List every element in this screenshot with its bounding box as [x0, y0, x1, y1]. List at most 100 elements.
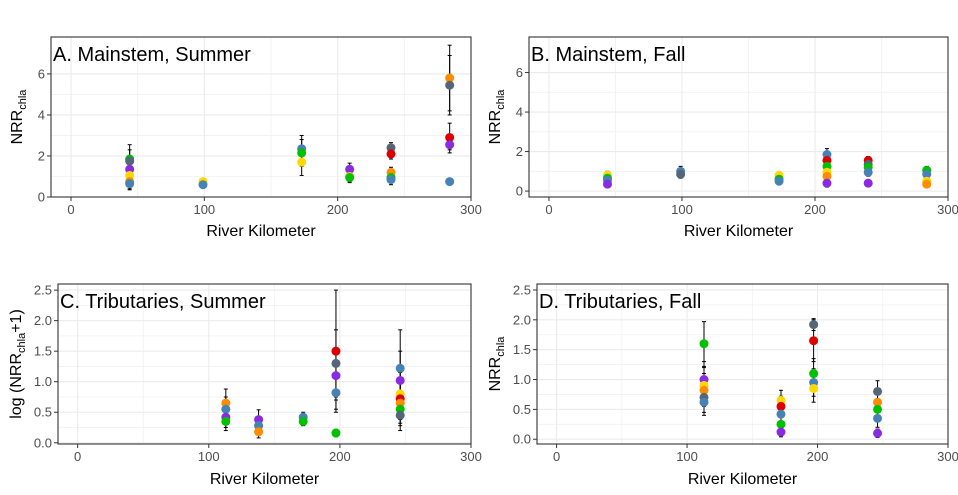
x-axis-title: River Kilometer: [684, 223, 794, 240]
data-point: [125, 170, 135, 180]
panel-border: [50, 36, 472, 198]
panel-border: [536, 283, 949, 445]
x-tick-label: 300: [460, 449, 482, 464]
panel-tributaries-summer: 0 100 200 300 0.0 0.5 1.0 1.5 2.0 2.5 River Kilome…: [8, 283, 482, 488]
y-tick-label: 0.0: [34, 435, 52, 450]
x-tick-label: 200: [807, 449, 829, 464]
y-tick-label: 0: [516, 184, 523, 199]
x-tick-label: 200: [327, 202, 349, 217]
data-point: [873, 386, 883, 396]
data-point: [297, 157, 307, 167]
data-point: [822, 178, 832, 188]
data-point: [676, 169, 686, 179]
y-axis-title-subscript: chla: [16, 332, 28, 353]
panel-border: [57, 283, 472, 445]
y-tick-label: 2: [516, 144, 523, 159]
y-axis-title: NRRchla: [487, 89, 507, 145]
data-point: [699, 397, 709, 407]
y-tick-label: 6: [38, 66, 45, 81]
data-point: [873, 404, 883, 414]
data-point: [776, 427, 786, 437]
data-point: [386, 143, 396, 153]
data-point: [776, 419, 786, 429]
data-point: [331, 371, 341, 381]
data-point: [331, 428, 341, 438]
data-point: [331, 358, 341, 368]
data-point: [345, 164, 355, 174]
x-tick-label: 100: [671, 202, 693, 217]
panel-mainstem-fall: 0 100 200 300 0 2 4 6 River Kilometer NRRchla B. M…: [487, 36, 958, 240]
y-tick-label: 1.5: [513, 342, 531, 357]
data-point: [445, 133, 455, 143]
data-point: [809, 383, 819, 393]
data-point: [254, 427, 264, 437]
x-tick-label: 0: [67, 202, 74, 217]
y-tick-label: 4: [38, 107, 45, 122]
data-point: [922, 169, 932, 179]
data-point: [331, 388, 341, 398]
data-point: [774, 176, 784, 186]
data-point: [395, 410, 405, 420]
data-point: [331, 346, 341, 356]
data-point: [873, 413, 883, 423]
y-tick-label: 1.0: [513, 372, 531, 387]
x-tick-label: 200: [329, 449, 351, 464]
y-axis-title: NRRchla: [487, 336, 507, 392]
data-point: [809, 336, 819, 346]
y-axis-title-main: NRR: [487, 110, 504, 145]
y-tick-label: 6: [516, 65, 523, 80]
x-tick-label: 100: [676, 449, 698, 464]
y-tick-label: 0: [38, 190, 45, 205]
x-tick-label: 200: [804, 202, 826, 217]
data-point: [776, 409, 786, 419]
x-tick-label: 300: [460, 202, 482, 217]
y-axis-title-subscript: chla: [17, 89, 29, 110]
y-axis-title-suffix: +1): [8, 309, 25, 333]
y-tick-label: 1.5: [34, 344, 52, 359]
data-point: [297, 148, 307, 158]
y-tick-label: 2: [38, 148, 45, 163]
plot-background: [529, 37, 948, 197]
y-tick-label: 2.0: [513, 312, 531, 327]
x-axis-title: River Kilometer: [688, 471, 798, 488]
data-point: [445, 177, 455, 187]
panel-tributaries-fall: 0 100 200 300 0.0 0.5 1.0 1.5 2.0 2.5 River Kilome…: [487, 282, 958, 488]
y-axis-title-main: NRR: [487, 357, 504, 392]
data-point: [863, 167, 873, 177]
data-point: [873, 397, 883, 407]
x-tick-label: 300: [937, 449, 958, 464]
data-point: [863, 178, 873, 188]
data-point: [395, 375, 405, 385]
data-point: [386, 149, 396, 159]
x-tick-label: 100: [193, 202, 215, 217]
data-point: [699, 385, 709, 395]
x-axis-title: River Kilometer: [206, 223, 316, 240]
panel-mainstem-summer: 0 100 200 300 0 2 4 6 River Kilometer NRRchla A. M…: [9, 36, 482, 240]
y-axis-title-subscript: chla: [495, 89, 507, 110]
y-axis-title: NRRchla: [9, 89, 29, 145]
data-point: [922, 179, 932, 189]
data-point: [345, 173, 355, 183]
data-point: [445, 140, 455, 150]
y-tick-label: 2.5: [34, 283, 52, 298]
y-axis-title-subscript: chla: [495, 336, 507, 357]
y-tick-label: 0.5: [34, 405, 52, 420]
y-axis-title-main: log (NRR: [8, 353, 25, 419]
x-tick-label: 300: [937, 202, 958, 217]
data-point: [386, 175, 396, 185]
data-point: [699, 339, 709, 349]
data-point: [125, 164, 135, 174]
panel-title: A. Mainstem, Summer: [53, 44, 251, 66]
data-point: [395, 363, 405, 373]
x-tick-label: 0: [545, 202, 552, 217]
data-point: [198, 180, 208, 190]
data-point: [602, 179, 612, 189]
panel-title: C. Tributaries, Summer: [60, 291, 266, 313]
x-tick-label: 0: [74, 449, 81, 464]
data-point: [298, 416, 308, 426]
data-point: [776, 401, 786, 411]
data-point: [822, 171, 832, 181]
data-point: [445, 80, 455, 90]
data-point: [809, 369, 819, 379]
panel-title: D. Tributaries, Fall: [539, 291, 701, 313]
